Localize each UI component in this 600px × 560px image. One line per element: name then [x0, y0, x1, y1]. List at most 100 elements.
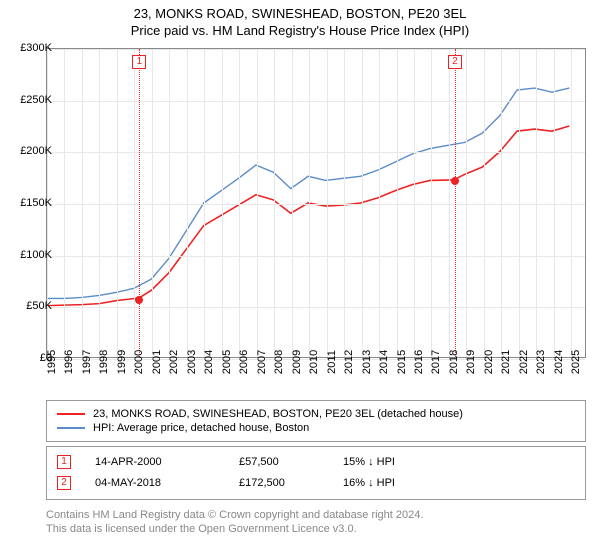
- x-axis-label: 2006: [238, 350, 250, 374]
- marker-delta: 16% ↓ HPI: [343, 477, 443, 489]
- x-axis-label: 2011: [326, 350, 338, 374]
- gridline-vertical: [204, 49, 205, 357]
- marker-table-row: 2 04-MAY-2018 £172,500 16% ↓ HPI: [57, 476, 575, 497]
- x-axis-label: 2017: [430, 350, 442, 374]
- x-axis-label: 2016: [413, 350, 425, 374]
- plot-area: 12: [46, 48, 586, 358]
- chart-container: 23, MONKS ROAD, SWINESHEAD, BOSTON, PE20…: [0, 0, 600, 560]
- x-axis-label: 1998: [98, 350, 110, 374]
- gridline-vertical: [99, 49, 100, 357]
- marker-price: £172,500: [239, 477, 319, 489]
- gridline-vertical: [274, 49, 275, 357]
- footer: Contains HM Land Registry data © Crown c…: [46, 508, 586, 537]
- marker-dot: [451, 177, 459, 185]
- marker-table: 1 14-APR-2000 £57,500 15% ↓ HPI 2 04-MAY…: [46, 446, 586, 500]
- chart-svg: [47, 49, 585, 357]
- gridline-vertical: [431, 49, 432, 357]
- legend-label: HPI: Average price, detached house, Bost…: [93, 422, 309, 434]
- title-block: 23, MONKS ROAD, SWINESHEAD, BOSTON, PE20…: [0, 0, 600, 38]
- x-axis-label: 2022: [518, 350, 530, 374]
- marker-vline: [455, 49, 456, 357]
- gridline-vertical: [466, 49, 467, 357]
- gridline-vertical: [239, 49, 240, 357]
- x-axis-label: 2014: [378, 350, 390, 374]
- gridline-horizontal: [47, 49, 585, 50]
- x-axis-label: 2000: [133, 350, 145, 374]
- gridline-vertical: [292, 49, 293, 357]
- footer-licence: This data is licensed under the Open Gov…: [46, 522, 586, 536]
- x-axis-label: 1999: [116, 350, 128, 374]
- x-axis-label: 2001: [151, 350, 163, 374]
- gridline-vertical: [152, 49, 153, 357]
- gridline-vertical: [187, 49, 188, 357]
- gridline-horizontal: [47, 204, 585, 205]
- x-axis-label: 2013: [361, 350, 373, 374]
- y-axis-label: £100K: [20, 249, 52, 261]
- gridline-vertical: [169, 49, 170, 357]
- y-axis-label: £250K: [20, 94, 52, 106]
- marker-date: 14-APR-2000: [95, 456, 215, 468]
- x-axis-label: 1995: [46, 350, 58, 374]
- x-axis-label: 1997: [81, 350, 93, 374]
- x-axis-label: 2003: [186, 350, 198, 374]
- chart-title-subtitle: Price paid vs. HM Land Registry's House …: [0, 23, 600, 38]
- x-axis-label: 2021: [500, 350, 512, 374]
- gridline-vertical: [82, 49, 83, 357]
- x-axis-label: 2023: [535, 350, 547, 374]
- marker-price: £57,500: [239, 456, 319, 468]
- gridline-vertical: [414, 49, 415, 357]
- marker-index-box: 2: [57, 476, 71, 490]
- footer-copyright: Contains HM Land Registry data © Crown c…: [46, 508, 586, 522]
- x-axis-label: 2015: [396, 350, 408, 374]
- x-axis-label: 2004: [203, 350, 215, 374]
- x-axis-label: 2008: [273, 350, 285, 374]
- x-axis-label: 1996: [63, 350, 75, 374]
- gridline-vertical: [449, 49, 450, 357]
- gridline-horizontal: [47, 101, 585, 102]
- gridline-vertical: [501, 49, 502, 357]
- marker-vline: [139, 49, 140, 357]
- gridline-vertical: [571, 49, 572, 357]
- gridline-vertical: [344, 49, 345, 357]
- legend-swatch-hpi: [57, 427, 85, 429]
- gridline-vertical: [536, 49, 537, 357]
- x-axis-label: 2007: [256, 350, 268, 374]
- y-axis-label: £200K: [20, 145, 52, 157]
- x-axis-label: 2025: [570, 350, 582, 374]
- gridline-vertical: [327, 49, 328, 357]
- x-axis-label: 2018: [448, 350, 460, 374]
- x-axis-label: 2010: [308, 350, 320, 374]
- marker-flag: 2: [448, 55, 462, 69]
- marker-dot: [135, 296, 143, 304]
- marker-delta: 15% ↓ HPI: [343, 456, 443, 468]
- gridline-vertical: [257, 49, 258, 357]
- marker-index-box: 1: [57, 455, 71, 469]
- x-axis-label: 2002: [168, 350, 180, 374]
- y-axis-label: £300K: [20, 42, 52, 54]
- x-axis-label: 2024: [553, 350, 565, 374]
- legend-row: HPI: Average price, detached house, Bost…: [57, 421, 575, 435]
- gridline-vertical: [484, 49, 485, 357]
- gridline-vertical: [134, 49, 135, 357]
- gridline-horizontal: [47, 256, 585, 257]
- gridline-vertical: [222, 49, 223, 357]
- gridline-vertical: [117, 49, 118, 357]
- x-axis-label: 2009: [291, 350, 303, 374]
- y-axis-label: £150K: [20, 197, 52, 209]
- marker-flag: 1: [132, 55, 146, 69]
- gridline-vertical: [309, 49, 310, 357]
- legend: 23, MONKS ROAD, SWINESHEAD, BOSTON, PE20…: [46, 400, 586, 442]
- gridline-vertical: [64, 49, 65, 357]
- y-axis-label: £50K: [26, 300, 52, 312]
- chart-title-address: 23, MONKS ROAD, SWINESHEAD, BOSTON, PE20…: [0, 6, 600, 21]
- x-axis-label: 2020: [483, 350, 495, 374]
- gridline-vertical: [519, 49, 520, 357]
- legend-row: 23, MONKS ROAD, SWINESHEAD, BOSTON, PE20…: [57, 407, 575, 421]
- gridline-horizontal: [47, 307, 585, 308]
- gridline-vertical: [397, 49, 398, 357]
- legend-label: 23, MONKS ROAD, SWINESHEAD, BOSTON, PE20…: [93, 408, 463, 420]
- marker-date: 04-MAY-2018: [95, 477, 215, 489]
- gridline-vertical: [379, 49, 380, 357]
- x-axis-label: 2019: [465, 350, 477, 374]
- gridline-horizontal: [47, 152, 585, 153]
